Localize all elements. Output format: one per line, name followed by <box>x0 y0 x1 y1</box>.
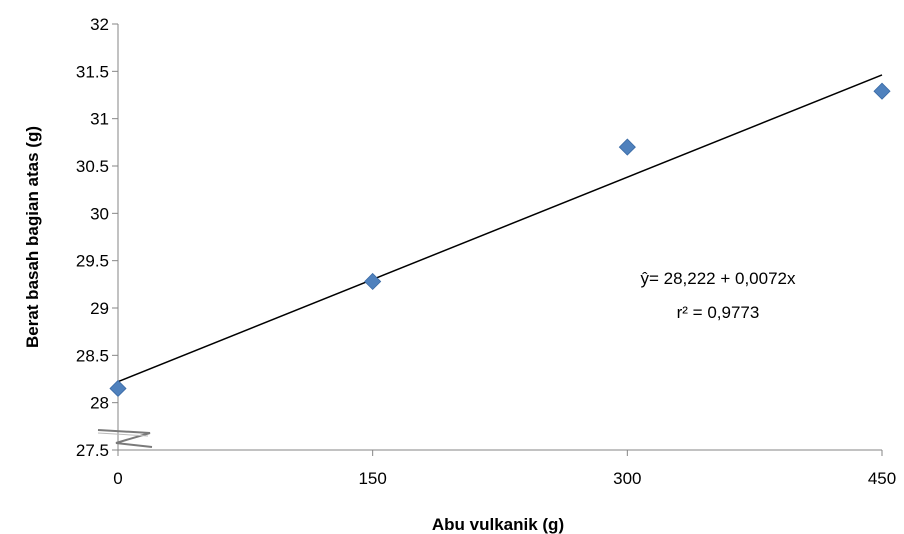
y-tick-label: 28.5 <box>76 346 109 365</box>
y-tick-label: 32 <box>90 15 109 34</box>
x-tick-label: 300 <box>613 469 641 488</box>
x-axis: 0 150 300 450 <box>113 450 896 488</box>
y-tick-label: 30 <box>90 204 109 223</box>
data-points <box>109 82 891 398</box>
y-tick-label: 27.5 <box>76 441 109 460</box>
data-point <box>873 82 891 100</box>
y-tick-label: 29.5 <box>76 252 109 271</box>
trendline <box>117 74 883 383</box>
x-tick-label: 0 <box>113 469 122 488</box>
data-point <box>364 272 382 291</box>
y-tick-label: 28 <box>90 394 109 413</box>
x-axis-title: Abu vulkanik (g) <box>432 515 564 534</box>
y-tick-label: 30.5 <box>76 157 109 176</box>
x-tick-label: 150 <box>358 469 386 488</box>
data-point <box>618 138 636 156</box>
y-tick-label: 31 <box>90 110 109 129</box>
y-axis-title: Berat basah bagian atas (g) <box>23 126 42 348</box>
y-axis-break-icon <box>97 429 153 448</box>
data-point <box>109 379 127 398</box>
x-tick-label: 450 <box>868 469 896 488</box>
y-tick-label: 29 <box>90 299 109 318</box>
y-axis: 27.5 28 28.5 29 29.5 30 30.5 31 31.5 32 <box>76 15 118 460</box>
equation-label: ŷ= 28,222 + 0,0072x <box>640 269 796 288</box>
r-squared-label: r² = 0,9773 <box>677 303 760 322</box>
y-tick-label: 31.5 <box>76 62 109 81</box>
